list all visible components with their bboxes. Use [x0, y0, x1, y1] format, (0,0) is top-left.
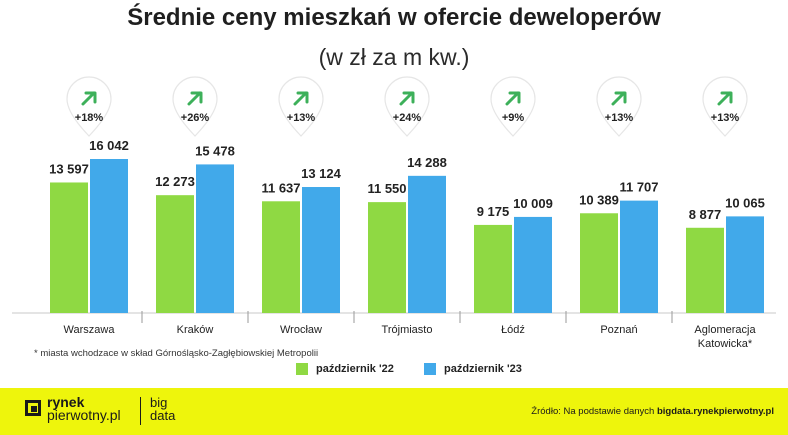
bar-oct22 [368, 202, 406, 313]
data-label: 16 042 [89, 138, 129, 153]
data-label: 10 009 [513, 196, 553, 211]
data-label: 10 065 [725, 195, 765, 210]
change-badge [66, 76, 112, 137]
logo-divider [140, 397, 141, 425]
category-label: Trójmiasto [382, 324, 433, 336]
legend-label-oct22: październik '22 [316, 363, 394, 375]
data-label: 13 597 [49, 161, 89, 176]
legend-swatch-blue [424, 363, 436, 375]
change-label: +13% [287, 112, 316, 124]
rynekpierwotny-logo-icon [25, 400, 41, 416]
bar-oct22 [156, 195, 194, 313]
category-label: Aglomeracja Katowicka* [694, 324, 756, 350]
bar-oct22 [50, 182, 88, 313]
change-label: +13% [605, 112, 634, 124]
category-label: Łódź [501, 324, 525, 336]
footnote: * miasta wchodzace w skład Górnośląsko-Z… [34, 348, 319, 359]
legend-item-oct23: październik '23 [424, 363, 522, 375]
source-note: Źródło: Na podstawie danych bigdata.ryne… [531, 406, 774, 417]
chart-title: Średnie ceny mieszkań w ofercie dewelope… [127, 4, 661, 31]
bar-oct22 [686, 227, 724, 313]
arrow-up-right-icon [293, 91, 308, 106]
arrow-head-icon [614, 91, 627, 104]
data-label: 12 273 [155, 174, 195, 189]
arrow-up-right-icon [399, 91, 414, 106]
category-label: Wrocław [280, 324, 322, 336]
change-badge [490, 76, 536, 137]
arrow-up-right-icon [187, 91, 202, 106]
change-badge [702, 76, 748, 137]
arrow-head-icon [190, 91, 203, 104]
bar-oct23 [514, 216, 552, 313]
arrow-head-icon [720, 91, 733, 104]
logo-text-line1: rynek [47, 394, 85, 410]
data-label: 11 707 [619, 180, 658, 195]
arrow-up-right-icon [505, 91, 520, 106]
chart-subtitle: (w zł za m kw.) [318, 44, 470, 70]
change-badge [596, 76, 642, 137]
change-label: +24% [393, 112, 422, 124]
source-link[interactable]: bigdata.rynekpierwotny.pl [656, 406, 774, 417]
logo-text-line2: pierwotny.pl [47, 407, 121, 423]
bar-oct23 [302, 187, 340, 313]
category-label: Warszawa [64, 324, 116, 336]
change-badge [384, 76, 430, 137]
bar-oct22 [580, 213, 618, 313]
arrow-up-right-icon [81, 91, 96, 106]
bar-oct23 [90, 159, 128, 313]
data-label: 11 550 [367, 181, 406, 196]
category-label: Kraków [177, 324, 214, 336]
arrow-head-icon [508, 91, 521, 104]
bar-oct22 [474, 224, 512, 313]
footer-bar: rynek pierwotny.pl big data Źródło: Na p… [0, 388, 788, 435]
bigdata-logo-line2: data [150, 408, 176, 423]
change-label: +18% [75, 112, 104, 124]
data-label: 15 478 [195, 143, 235, 158]
data-label: 11 637 [261, 180, 300, 195]
arrow-up-right-icon [717, 91, 732, 106]
category-label: Poznań [600, 324, 637, 336]
data-label: 8 877 [689, 207, 722, 222]
arrow-head-icon [84, 91, 97, 104]
bigdata-logo-line1: big [150, 395, 168, 410]
arrow-head-icon [402, 91, 415, 104]
bar-oct23 [196, 164, 234, 313]
change-label: +13% [711, 112, 740, 124]
arrow-head-icon [296, 91, 309, 104]
arrow-up-right-icon [611, 91, 626, 106]
bar-oct23 [620, 200, 658, 313]
data-label: 13 124 [301, 166, 342, 181]
legend-label-oct23: październik '23 [444, 363, 522, 375]
data-label: 10 389 [579, 192, 619, 207]
data-label: 9 175 [477, 204, 510, 219]
bar-oct23 [408, 175, 446, 313]
legend-item-oct22: październik '22 [296, 363, 394, 375]
source-prefix: Źródło: Na podstawie danych [531, 406, 655, 417]
bar-oct22 [262, 201, 300, 313]
change-badge [172, 76, 218, 137]
data-label: 14 288 [407, 155, 447, 170]
legend-swatch-green [296, 363, 308, 375]
change-label: +9% [502, 112, 525, 124]
bar-oct23 [726, 216, 764, 313]
change-badge [278, 76, 324, 137]
change-label: +26% [181, 112, 210, 124]
